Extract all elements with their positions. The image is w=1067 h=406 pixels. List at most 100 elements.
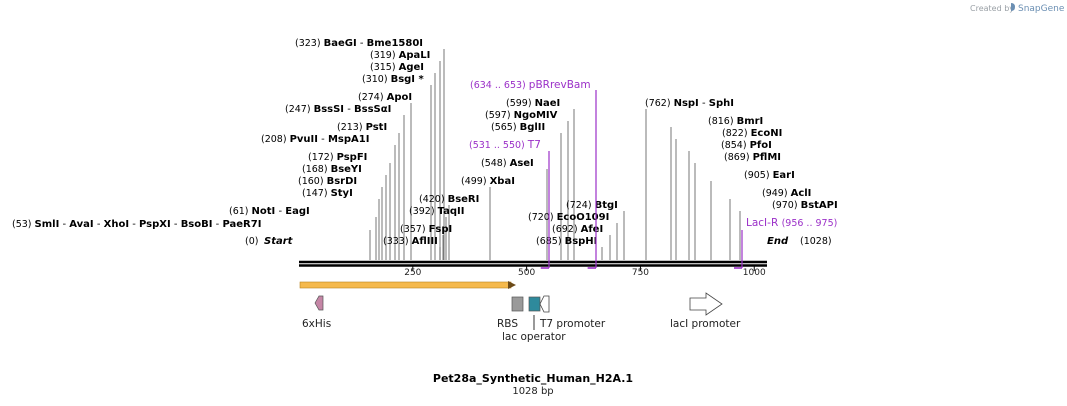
cut-site-position: (597) (485, 110, 514, 121)
cut-site-label: (61) NotI - EagI (229, 206, 310, 217)
cut-site-position: (323) (295, 38, 324, 49)
enzyme-separator: - (94, 219, 104, 230)
cut-site-lines (369, 49, 741, 260)
enzyme-name: NaeI (535, 98, 561, 109)
cut-site-label: (499) XbaI (461, 176, 515, 187)
cut-site-position: (247) (285, 104, 314, 115)
cut-site-position: (822) (722, 128, 751, 139)
enzyme-separator: - (344, 104, 354, 115)
cut-site-label: (323) BaeGI - Bme1580I (295, 38, 423, 49)
primer-label: (634 .. 653) pBRrevBam (470, 79, 591, 91)
enzyme-name: BtgI (595, 200, 618, 211)
credit-prefix: Created by (970, 4, 1014, 13)
cut-site-label: (274) ApoI (358, 92, 412, 103)
cut-site-position: (548) (481, 158, 510, 169)
cut-site-label: (685) BspHI (536, 236, 597, 247)
cut-site-position: (61) (229, 206, 252, 217)
enzyme-name: BmrI (737, 116, 764, 127)
enzyme-name: BssSI (314, 104, 344, 115)
cut-site-label: (548) AseI (481, 158, 534, 169)
rbs-box-icon (511, 296, 524, 312)
enzyme-name: PvuII (290, 134, 318, 145)
cut-site-label: (970) BstAPI (772, 200, 838, 211)
cut-site-position: (420) (419, 194, 448, 205)
enzyme-name: PstI (366, 122, 388, 133)
cut-site-label: (168) BseYI (302, 164, 362, 175)
start-label: Start (264, 236, 294, 247)
tick-label: 250 (404, 268, 421, 278)
tick-label: 500 (518, 268, 535, 278)
enzyme-name: AseI (510, 158, 534, 169)
cut-site-position: (692) (552, 224, 581, 235)
feature-rbs: RBS (497, 296, 524, 330)
primer-range: (531 .. 550) (469, 140, 528, 151)
cut-site-label: (147) StyI (302, 188, 353, 199)
cut-site-position: (310) (362, 74, 391, 85)
cut-site-position: (315) (370, 62, 399, 73)
cut-site-position: (160) (298, 176, 327, 187)
cut-site-label: (816) BmrI (708, 116, 763, 127)
enzyme-name: XhoI (104, 219, 129, 230)
cut-site-position: (208) (261, 134, 290, 145)
primer-label: (531 .. 550) T7 (469, 139, 541, 151)
enzyme-name: NotI (252, 206, 276, 217)
enzyme-name: PaeR7I (222, 219, 261, 230)
enzyme-separator: - (357, 38, 367, 49)
end-position: (1028) (800, 236, 832, 247)
orf-bar (299, 281, 516, 289)
primer-range: (956 .. 975) (782, 218, 838, 229)
cut-site-position: (499) (461, 176, 490, 187)
6xhis-arrow-icon (314, 295, 324, 311)
enzyme-name: XbaI (490, 176, 515, 187)
cut-site-label: (310) BsgI * (362, 74, 425, 85)
end-label: End (767, 236, 789, 247)
enzyme-name: PspFI (337, 152, 368, 163)
enzyme-name: EcoO109I (557, 212, 610, 223)
enzyme-name: Bme1580I (367, 38, 423, 49)
cut-site-label: (315) AgeI (370, 62, 424, 73)
primers: (634 .. 653) pBRrevBam (531 .. 550) T7 Lac… (469, 79, 837, 269)
enzyme-name: StyI (331, 188, 353, 199)
orf-arrowhead-icon (508, 281, 516, 289)
cut-site-labels: (53) SmlI - AvaI - XhoI - PspXI - BsoBI … (12, 38, 838, 247)
feature-label-laci-promoter: lacI promoter (670, 318, 741, 330)
cut-site-position: (274) (358, 92, 387, 103)
enzyme-name: AvaI (69, 219, 93, 230)
cut-site-label: (692) AfeI (552, 224, 603, 235)
enzyme-name: BaeGI (324, 38, 357, 49)
cut-site-label: (213) PstI (337, 122, 387, 133)
cut-site-position: (869) (724, 152, 753, 163)
primer-label: LacI-R (956 .. 975) (746, 217, 837, 229)
start-position: (0) (245, 236, 258, 247)
enzyme-name: BseRI (448, 194, 480, 205)
cut-site-position: (172) (308, 152, 337, 163)
enzyme-name: AflIII (412, 236, 438, 247)
ruler-ticks: 250 500 750 1000 (404, 266, 766, 278)
enzyme-name: BsgI * (391, 74, 425, 85)
cut-site-position: (685) (536, 236, 565, 247)
cut-site-position: (762) (645, 98, 674, 109)
enzyme-separator: - (275, 206, 285, 217)
cut-site-label: (869) PflMI (724, 152, 781, 163)
map-title: Pet28a_Synthetic_Human_H2A.1 (433, 372, 633, 385)
cut-site-position: (599) (506, 98, 535, 109)
enzyme-name: BglII (520, 122, 546, 133)
enzyme-name: BseYI (331, 164, 362, 175)
enzyme-name: BssSαI (354, 104, 391, 115)
cut-site-label: (160) BsrDI (298, 176, 357, 187)
cut-site-position: (333) (383, 236, 412, 247)
cut-site-label: (53) SmlI - AvaI - XhoI - PspXI - BsoBI … (12, 219, 261, 230)
enzyme-separator: - (212, 219, 222, 230)
feature-label-t7-promoter: T7 promoter (539, 318, 606, 330)
enzyme-name: PflMI (753, 152, 781, 163)
tick-label: 1000 (743, 268, 766, 278)
cut-site-position: (357) (400, 224, 429, 235)
enzyme-name: EcoNI (751, 128, 783, 139)
cut-site-label: (247) BssSI - BssSαI (285, 104, 391, 115)
t7-promoter-arrow-icon (539, 295, 550, 313)
cut-site-position: (53) (12, 219, 35, 230)
cut-site-position: (905) (744, 170, 773, 181)
enzyme-name: AfeI (581, 224, 604, 235)
cut-site-position: (720) (528, 212, 557, 223)
